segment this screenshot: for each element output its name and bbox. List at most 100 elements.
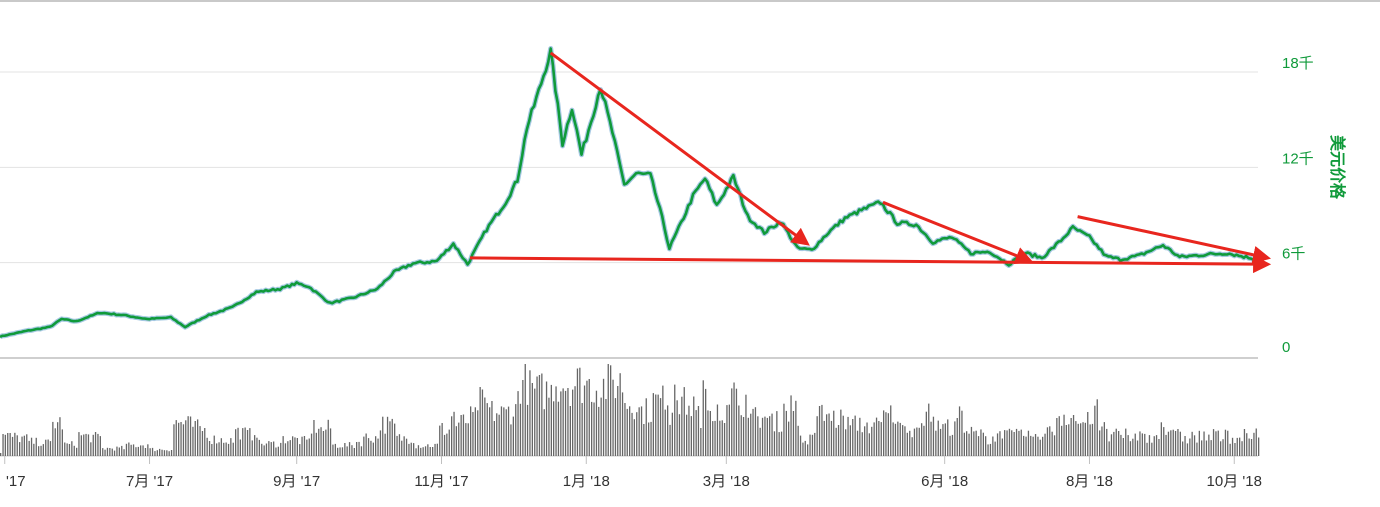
volume-bar [519,403,522,456]
volume-bar [921,423,923,456]
volume-bar [975,430,977,456]
volume-bar [1023,435,1025,456]
volume-bar [505,409,507,456]
volume-bar [474,407,476,456]
volume-bar [982,432,984,456]
volume-bar [809,434,811,456]
volume-bar [432,447,434,456]
volume-bar [1061,425,1063,456]
volume-bar [773,431,776,456]
volume-bar [87,434,90,456]
volume-bar [1049,426,1051,456]
volume-bars [0,364,1260,456]
volume-bar [216,443,218,456]
volume-bar [968,433,970,456]
volume-bar [830,420,833,456]
volume-bar [792,411,795,456]
volume-bar [705,388,707,456]
volume-bar [486,403,488,456]
volume-bar [1160,422,1162,456]
volume-bar [1258,437,1260,456]
volume-bar [113,450,116,456]
volume-bar [531,383,533,456]
volume-bar [894,423,897,456]
volume-bar [769,416,771,456]
volume-bar [902,425,904,456]
volume-bar [1034,434,1037,456]
volume-bar [664,409,666,456]
volume-bar [564,390,567,456]
volume-bar [1158,439,1160,456]
volume-bar [1189,438,1191,456]
volume-bar [73,445,75,456]
volume-bar [909,430,911,456]
volume-bar [771,413,773,456]
volume-bar [842,415,844,456]
volume-bar [344,443,346,456]
volume-bar [657,394,659,456]
volume-bar [280,442,282,456]
volume-bar [1186,443,1189,456]
volume-bar [1101,426,1103,456]
volume-bar [401,440,403,456]
volume-bar [591,401,593,456]
volume-bar [916,427,918,456]
y-axis-title: 美元价格 [1328,135,1347,200]
volume-bar [913,428,916,456]
volume-bar [346,446,348,456]
volume-bar [856,430,859,456]
volume-bar [201,431,204,456]
volume-bar [391,418,393,456]
volume-bar [294,437,296,456]
volume-bar [788,421,790,456]
volume-bar [821,404,823,456]
volume-bar [1127,435,1129,456]
volume-bar [1027,430,1030,456]
volume-bar [1087,412,1089,456]
volume-bar [9,433,11,456]
volume-bar [19,442,21,456]
volume-bar [854,415,856,456]
volume-bar [1179,431,1181,456]
volume-bar [225,442,227,456]
volume-bar [1231,437,1234,456]
volume-bar [588,379,590,456]
volume-bar [1096,399,1098,456]
volume-bar [980,429,982,456]
volume-bar [1001,438,1003,456]
volume-bar [562,388,564,456]
volume-bar [515,404,517,456]
volume-bar [410,442,412,456]
volume-bar [1051,431,1053,456]
volume-bar [1037,436,1039,456]
price-line-shadow [0,46,1259,340]
volume-bar [1094,405,1096,456]
volume-bar [678,414,681,456]
volume-bar [1139,431,1141,456]
volume-bar [1198,430,1200,456]
volume-bar [503,407,505,456]
volume-bar [92,434,94,456]
volume-bar [614,398,617,456]
volume-bar [1141,433,1143,456]
volume-bar [111,448,113,456]
volume-bar [178,422,180,456]
volume-bar [1236,437,1238,456]
volume-bar [306,439,308,456]
volume-bar [327,419,329,456]
volume-bar [424,446,427,456]
volume-bar [52,421,54,456]
volume-bar [963,432,965,456]
volume-bar [1148,435,1151,456]
volume-bar [890,405,892,456]
volume-bar [731,388,733,456]
volume-bar [180,422,182,456]
volume-bar [78,432,80,456]
volume-bar [1006,430,1008,456]
volume-bar [479,387,481,456]
volume-bar [716,404,719,456]
volume-bar [1196,442,1198,456]
volume-bar [429,447,431,456]
volume-bar [500,406,503,456]
volume-bar [289,440,291,456]
